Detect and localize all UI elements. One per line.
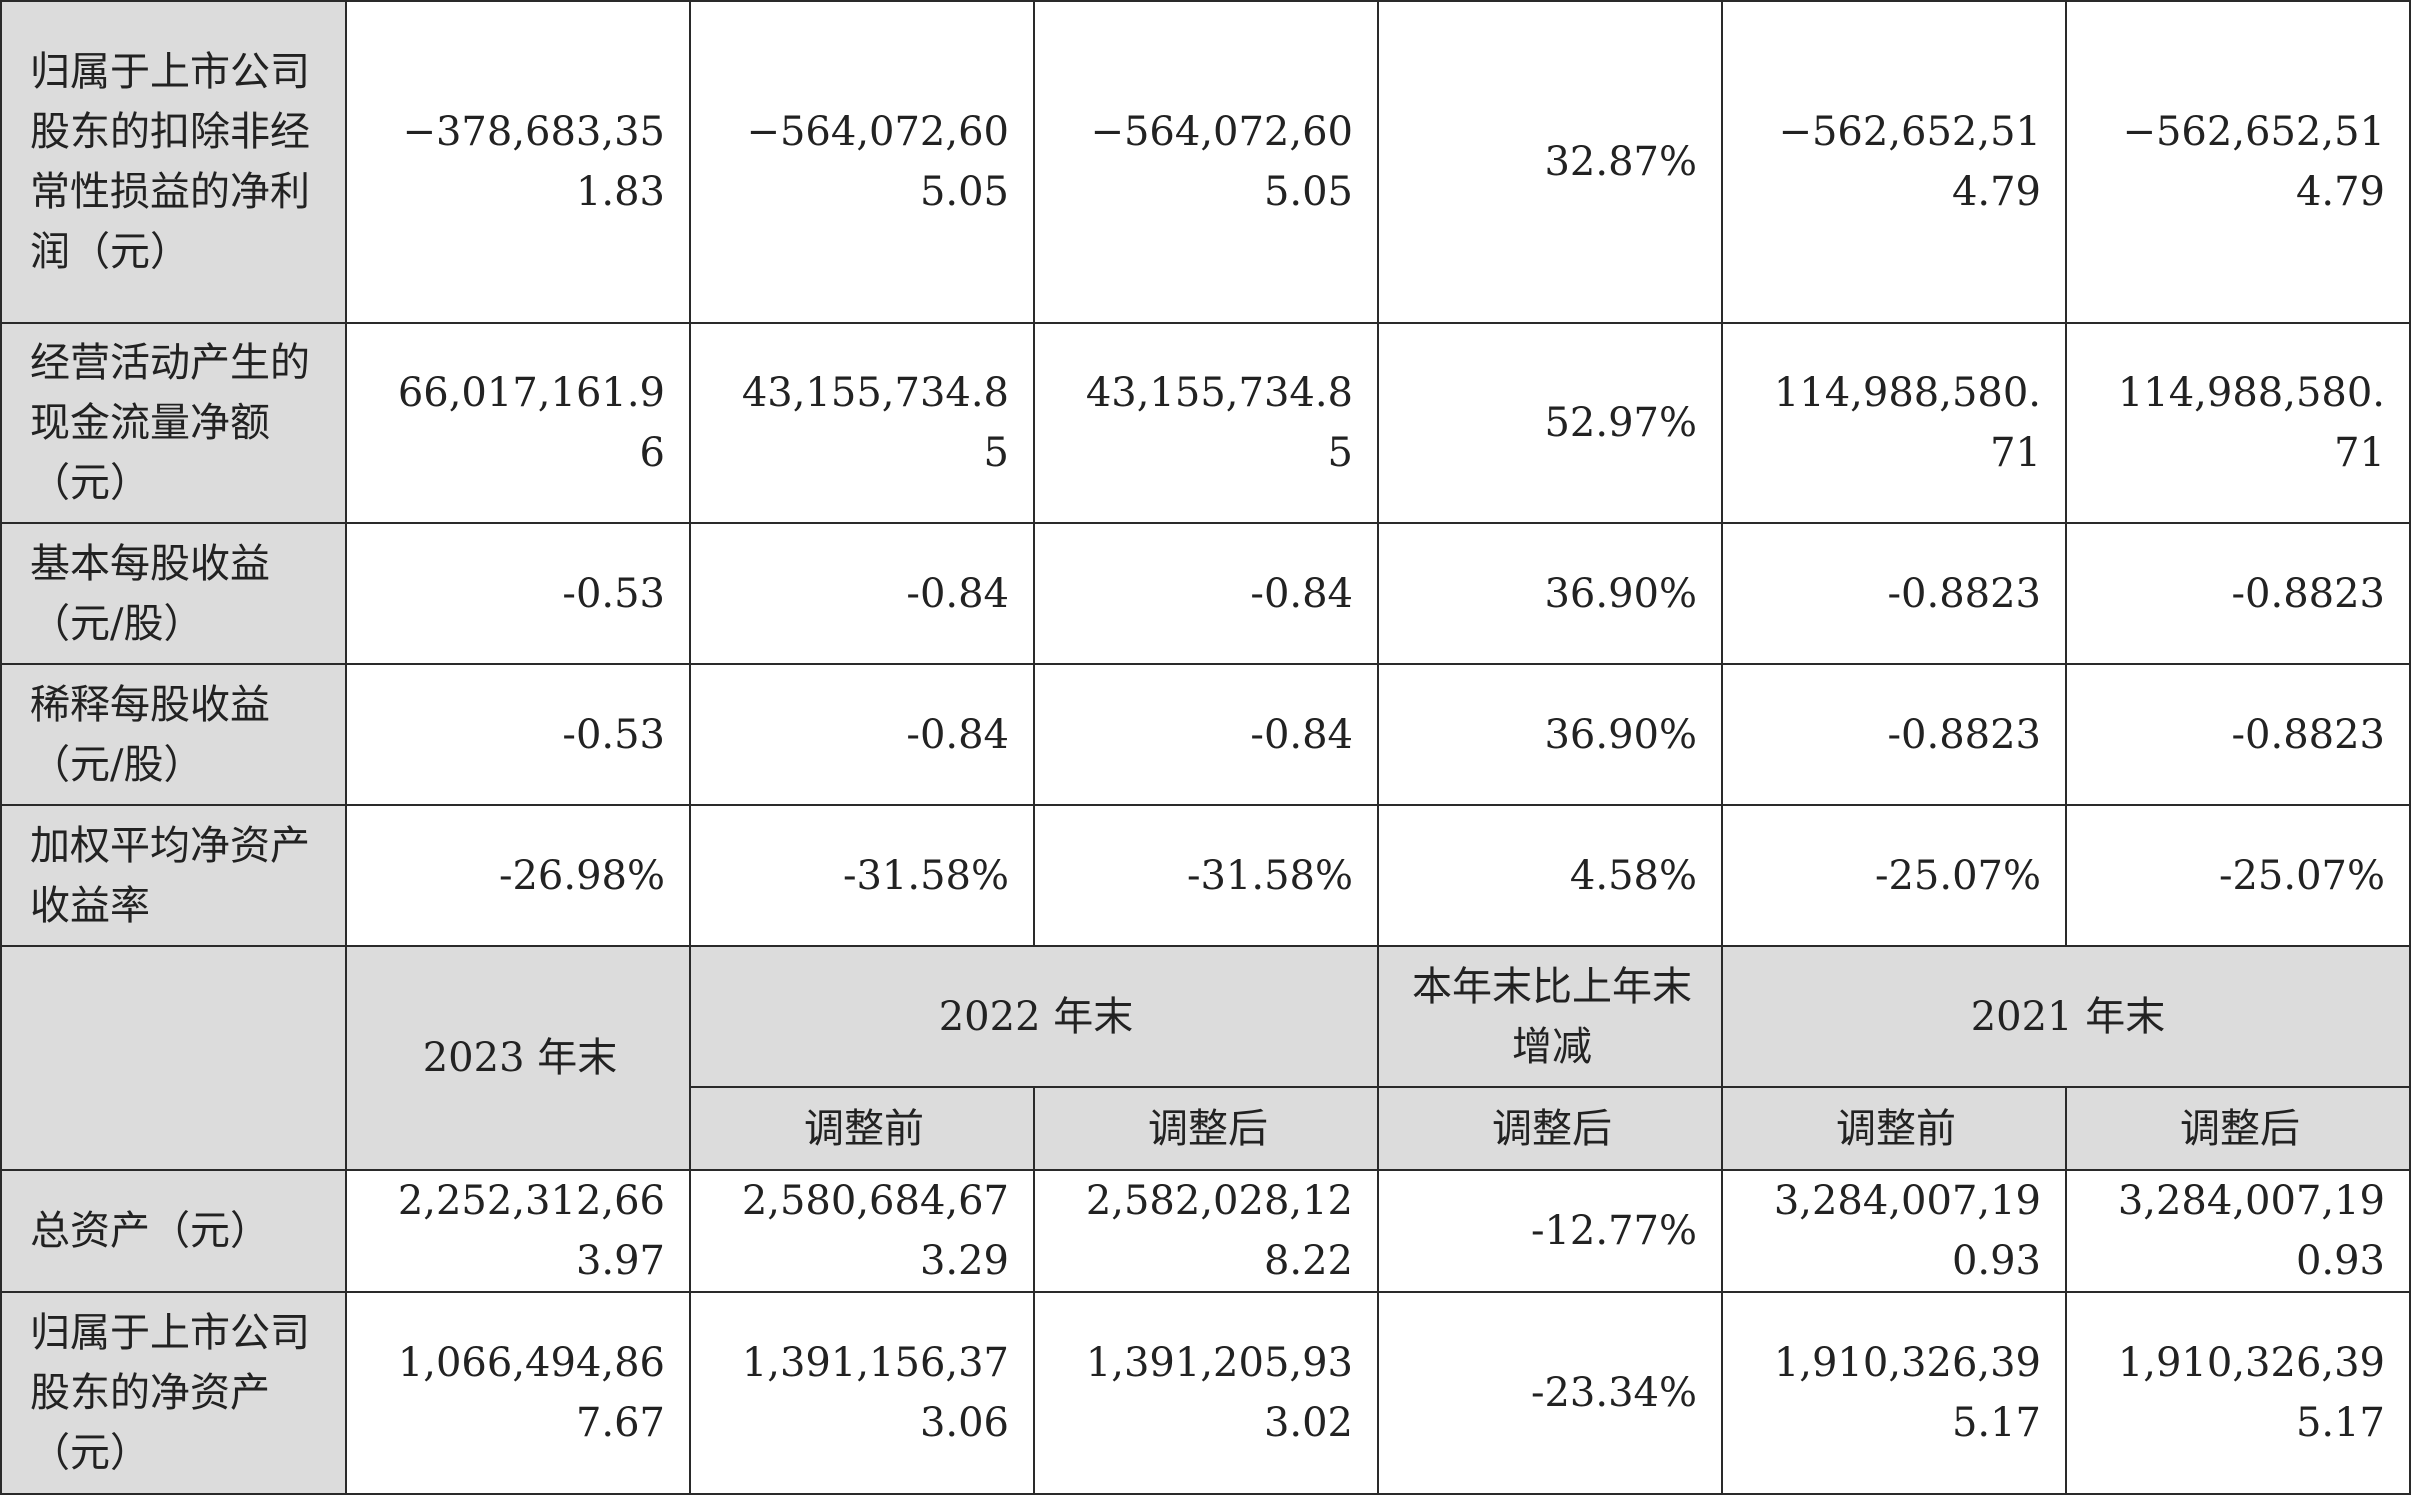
value-cell: -0.8823 [1721, 522, 2067, 665]
value-cell: -12.77% [1377, 1169, 1723, 1293]
value-cell: -0.84 [689, 522, 1035, 665]
value-cell: −562,652,514.79 [1721, 0, 2067, 324]
value-cell: 1,910,326,395.17 [1721, 1291, 2067, 1495]
value-cell: -25.07% [1721, 804, 2067, 947]
table-row-shareholder-equity: 归属于上市公司股东的净资产（元） 1,066,494,867.67 1,391,… [0, 1291, 2411, 1495]
value-cell: 43,155,734.85 [1033, 322, 1379, 524]
value-cell: 1,910,326,395.17 [2065, 1291, 2411, 1495]
value-cell: -0.8823 [1721, 663, 2067, 806]
value-cell: −562,652,514.79 [2065, 0, 2411, 324]
table-row-total-assets: 总资产（元） 2,252,312,663.97 2,580,684,673.29… [0, 1169, 2411, 1293]
row-label: 加权平均净资产收益率 [0, 804, 347, 947]
row-label: 经营活动产生的现金流量净额（元） [0, 322, 347, 524]
value-cell: -25.07% [2065, 804, 2411, 947]
row-label: 归属于上市公司股东的净资产（元） [0, 1291, 347, 1495]
value-cell: 3,284,007,190.93 [1721, 1169, 2067, 1293]
value-cell: -0.53 [345, 522, 691, 665]
value-cell: 3,284,007,190.93 [2065, 1169, 2411, 1293]
subheader-after-adjustment: 调整后 [1033, 1086, 1379, 1171]
subheader-after-adjustment: 调整后 [2065, 1086, 2411, 1171]
value-cell: 2,580,684,673.29 [689, 1169, 1035, 1293]
value-cell: 36.90% [1377, 663, 1723, 806]
header-2022-year-end: 2022 年末 [689, 945, 1379, 1088]
row-label: 基本每股收益（元/股） [0, 522, 347, 665]
subheader-before-adjustment: 调整前 [1721, 1086, 2067, 1171]
value-cell: 52.97% [1377, 322, 1723, 524]
table-row-basic-eps: 基本每股收益（元/股） -0.53 -0.84 -0.84 36.90% -0.… [0, 522, 2411, 665]
value-cell: 114,988,580.71 [2065, 322, 2411, 524]
header-corner [0, 945, 347, 1171]
value-cell: -26.98% [345, 804, 691, 947]
value-cell: -0.84 [1033, 522, 1379, 665]
value-cell: -0.53 [345, 663, 691, 806]
table-subheader-row: 调整前 调整后 调整后 调整前 调整后 [1, 1086, 2411, 1171]
header-2021-year-end: 2021 年末 [1721, 945, 2411, 1088]
value-cell: -31.58% [1033, 804, 1379, 947]
value-cell: 66,017,161.96 [345, 322, 691, 524]
value-cell: −564,072,605.05 [1033, 0, 1379, 324]
row-label: 总资产（元） [0, 1169, 347, 1293]
row-label: 归属于上市公司股东的扣除非经常性损益的净利润（元） [0, 0, 347, 324]
value-cell: 1,066,494,867.67 [345, 1291, 691, 1495]
value-cell: 36.90% [1377, 522, 1723, 665]
subheader-before-adjustment: 调整前 [689, 1086, 1035, 1171]
value-cell: −378,683,351.83 [345, 0, 691, 324]
value-cell: 1,391,205,933.02 [1033, 1291, 1379, 1495]
row-label: 稀释每股收益（元/股） [0, 663, 347, 806]
value-cell: 2,252,312,663.97 [345, 1169, 691, 1293]
value-cell: -0.84 [1033, 663, 1379, 806]
table-row-net-profit-deducted: 归属于上市公司股东的扣除非经常性损益的净利润（元） −378,683,351.8… [0, 0, 2411, 324]
value-cell: 1,391,156,373.06 [689, 1291, 1035, 1495]
value-cell: −564,072,605.05 [689, 0, 1035, 324]
value-cell: 43,155,734.85 [689, 322, 1035, 524]
table-row-operating-cash-flow: 经营活动产生的现金流量净额（元） 66,017,161.96 43,155,73… [0, 322, 2411, 524]
value-cell: 114,988,580.71 [1721, 322, 2067, 524]
value-cell: -0.8823 [2065, 522, 2411, 665]
header-change: 本年末比上年末增减 [1377, 945, 1723, 1088]
table-row-diluted-eps: 稀释每股收益（元/股） -0.53 -0.84 -0.84 36.90% -0.… [0, 663, 2411, 806]
value-cell: -0.8823 [2065, 663, 2411, 806]
value-cell: -31.58% [689, 804, 1035, 947]
table-row-weighted-roe: 加权平均净资产收益率 -26.98% -31.58% -31.58% 4.58%… [0, 804, 2411, 947]
value-cell: -0.84 [689, 663, 1035, 806]
value-cell: -23.34% [1377, 1291, 1723, 1495]
table-header-row: 2023 年末 2022 年末 本年末比上年末增减 2021 年末 [0, 945, 2411, 1171]
header-2023-year-end: 2023 年末 [345, 945, 691, 1171]
value-cell: 2,582,028,128.22 [1033, 1169, 1379, 1293]
subheader-after-adjustment: 调整后 [1377, 1086, 1723, 1171]
value-cell: 32.87% [1377, 0, 1723, 324]
value-cell: 4.58% [1377, 804, 1723, 947]
